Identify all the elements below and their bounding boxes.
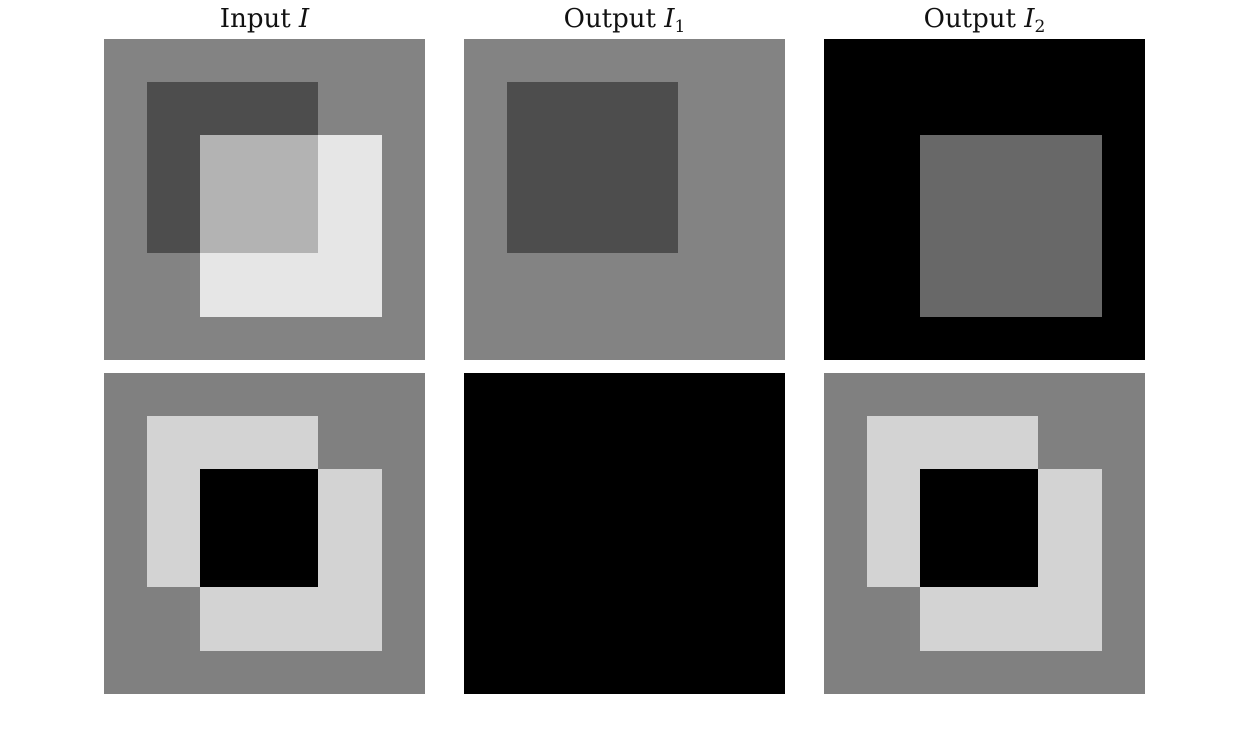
panel-row1-output-1 bbox=[464, 39, 785, 360]
column-title-subscript: 1 bbox=[674, 17, 686, 37]
column-title-prefix: Input bbox=[219, 4, 291, 34]
black-overlap-square bbox=[920, 469, 1038, 587]
panel-row1-output-2 bbox=[824, 39, 1145, 360]
panel-row2-input bbox=[104, 373, 425, 694]
panel-row2-output-1 bbox=[464, 373, 785, 694]
panel-row2-output-2 bbox=[824, 373, 1145, 694]
column-title-input: Input I bbox=[104, 2, 425, 36]
column-title-prefix: Output bbox=[923, 4, 1016, 34]
column-title-variable: I bbox=[298, 4, 310, 34]
overlap-region bbox=[200, 135, 318, 253]
column-title-output-1: Output I1 bbox=[464, 2, 785, 36]
column-title-output-2: Output I2 bbox=[824, 2, 1145, 36]
column-title-variable: I bbox=[664, 4, 675, 34]
black-overlap-square bbox=[200, 469, 318, 587]
column-title-subscript: 2 bbox=[1034, 17, 1046, 37]
dark-square bbox=[507, 82, 678, 253]
column-title-variable: I bbox=[1024, 4, 1035, 34]
panel-row1-input bbox=[104, 39, 425, 360]
mid-gray-square bbox=[920, 135, 1102, 317]
column-title-prefix: Output bbox=[563, 4, 656, 34]
